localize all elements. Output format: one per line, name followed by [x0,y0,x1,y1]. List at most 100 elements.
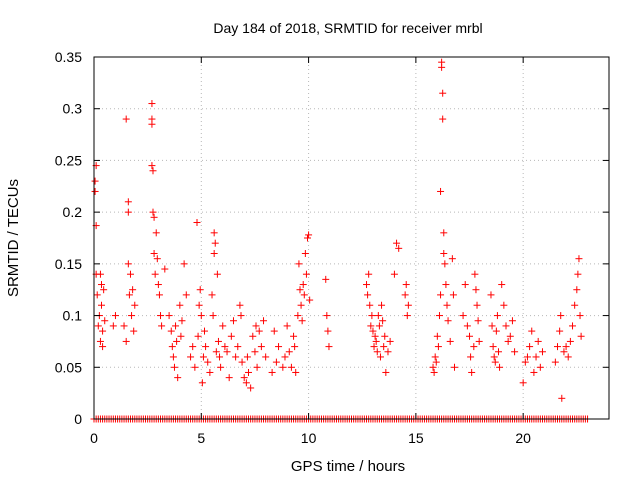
data-point [325,343,333,351]
data-point [569,322,577,330]
data-point [475,337,483,345]
data-point [216,353,224,361]
data-point [262,353,270,361]
data-point [227,332,235,340]
x-tick-label: 5 [197,430,205,446]
data-point [208,291,216,299]
data-point [167,327,175,335]
data-point [130,327,138,335]
data-point [381,332,389,340]
data-point [538,348,546,356]
data-point [490,353,498,361]
data-point [194,332,202,340]
data-point [446,337,454,345]
data-point [124,208,132,216]
data-point [573,286,581,294]
data-point [459,312,467,320]
data-point [243,353,251,361]
data-point [431,353,439,361]
data-point [508,317,516,325]
data-point [374,312,382,320]
data-point [172,322,180,330]
data-point [379,317,387,325]
data-point [577,332,585,340]
data-point [91,187,99,195]
data-point [443,301,451,309]
data-point [560,348,568,356]
data-point [129,286,137,294]
data-point [209,312,217,320]
y-tick-label: 0.05 [55,359,82,375]
data-point [393,239,401,247]
data-point [260,317,268,325]
data-point [91,177,99,185]
data-point [99,343,107,351]
data-point [451,363,458,371]
data-point [100,286,108,294]
data-point [467,353,475,361]
data-point [562,343,570,351]
data-point [492,327,500,335]
data-point [300,291,308,299]
data-point [122,115,130,123]
data-point [152,229,160,237]
data-point [368,312,376,320]
data-point [432,358,440,366]
data-point [473,301,481,309]
data-point [255,327,263,335]
data-point [287,363,295,371]
data-point [558,394,566,402]
data-point [275,343,283,351]
x-tick-label: 15 [408,430,424,446]
data-point [150,250,158,258]
data-point [253,363,261,371]
y-tick-label: 0.15 [55,256,82,272]
data-point [237,312,245,320]
data-point [120,322,128,330]
y-tick-label: 0.25 [55,152,82,168]
data-point [386,337,394,345]
axis-ticks: 0 5 10 15 20 0 0.05 0.1 0.15 0.2 0.25 0.3 0.35 [55,49,609,446]
data-point [554,343,561,351]
data-point [564,353,572,361]
data-point [198,379,206,387]
data-point [372,337,380,345]
data-point [204,358,212,366]
data-point [557,312,565,320]
x-tick-label: 20 [515,430,531,446]
data-point [94,322,102,330]
data-point [191,363,199,371]
data-point [440,250,448,258]
data-point [298,317,306,325]
data-point [511,348,519,356]
data-point [526,343,534,351]
data-point [234,343,242,351]
data-point [155,291,163,299]
data-point [448,255,456,263]
data-point [382,368,390,376]
y-tick-label: 0 [74,411,82,427]
data-point [148,120,156,128]
data-point [131,301,139,309]
data-point [442,281,450,289]
plot-frame [93,56,610,420]
data-point [530,368,538,376]
data-point [435,312,443,320]
data-point [217,363,225,371]
data-point [154,281,162,289]
data-point [519,379,527,387]
data-point [96,337,104,345]
data-point [576,312,584,320]
data-point [373,348,381,356]
data-point [177,332,185,340]
data-point [169,353,177,361]
data-point [504,337,512,345]
data-point [556,327,564,335]
data-point [281,353,289,361]
data-point [498,281,506,289]
data-point [295,260,303,268]
data-point [128,312,136,320]
data-point [369,327,377,335]
data-point [290,332,298,340]
data-point [168,343,176,351]
